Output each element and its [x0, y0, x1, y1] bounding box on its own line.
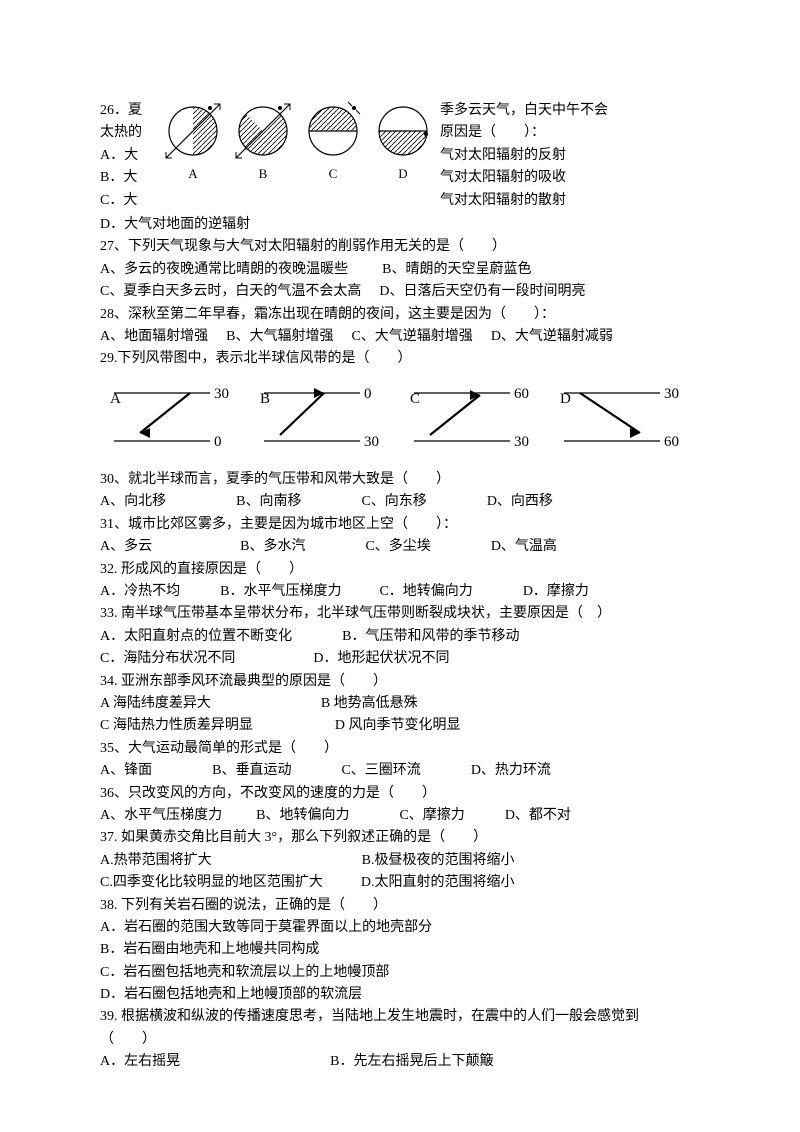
- q26-diagrams: A B: [156, 100, 440, 185]
- q39-b: B．先左右摇晃后上下颠簸: [330, 1054, 493, 1069]
- q26-ocr: 气对太阳辐射的散射: [440, 193, 566, 208]
- q27-a: A、多云的夜晚通常比晴朗的夜晚温暖些: [100, 262, 348, 277]
- q33-c: C．海陆分布状况不同: [100, 651, 235, 666]
- arrow-item: D 30 60: [550, 383, 690, 463]
- q37-stem: 37. 如果黄赤交角比目前大 3°，那么下列叙述正确的是（ ）: [100, 827, 705, 849]
- q38-a: A．岩石圈的范围大致等同于莫霍界面以上的地壳部分: [100, 917, 705, 939]
- q28-c: C、大气逆辐射增强: [351, 329, 472, 344]
- q36-b: B、地转偏向力: [256, 808, 349, 823]
- q27-b: B、晴朗的天空呈蔚蓝色: [382, 262, 531, 277]
- q32-stem: 32. 形成风的直接原因是（ ）: [100, 559, 705, 581]
- svg-text:60: 60: [664, 434, 679, 450]
- q26-obr: 气对太阳辐射的吸收: [440, 170, 566, 185]
- circle-c-label: C: [329, 164, 338, 185]
- arrow-item: C 60 30: [400, 383, 540, 463]
- svg-text:0: 0: [214, 434, 222, 450]
- q35-d: D、热力环流: [471, 763, 551, 778]
- q37-c: C.四季变化比较明显的地区范围扩大: [100, 875, 323, 890]
- q33-a: A．太阳直射点的位置不断变化: [100, 629, 292, 644]
- q33-stem: 33. 南半球气压带基本呈带状分布，北半球气压带则断裂成块状，主要原因是（ ）: [100, 603, 705, 625]
- circle-d-label: D: [398, 164, 407, 185]
- q31-d: D、气温高: [491, 539, 557, 554]
- q27-d: D、日落后天空仍有一段时间明亮: [379, 284, 585, 299]
- svg-text:0: 0: [364, 386, 372, 402]
- q34-a: A 海陆纬度差异大: [100, 696, 211, 711]
- q38-stem: 38. 下列有关岩石圈的说法，正确的是（ ）: [100, 895, 705, 917]
- q30-d: D、向西移: [487, 494, 553, 509]
- q28-b: B、大气辐射增强: [226, 329, 333, 344]
- svg-text:30: 30: [514, 434, 529, 450]
- q29-stem: 29.下列风带图中，表示北半球信风带的是（ ）: [100, 348, 705, 370]
- q27-stem: 27、下列天气现象与大气对太阳辐射的削弱作用无关的是（ ）: [100, 236, 705, 258]
- q37-a: A.热带范围将扩大: [100, 853, 212, 868]
- q28-a: A、地面辐射增强: [100, 329, 208, 344]
- q27-c: C、夏季白天多云时，白天的气温不会太高: [100, 284, 361, 299]
- q26-od: D．大气对地面的逆辐射: [100, 217, 250, 232]
- q32-c: C．地转偏向力: [379, 584, 472, 599]
- q32-d: D．摩擦力: [523, 584, 589, 599]
- q26-prefix: 26．: [100, 103, 128, 118]
- arrow-item: A 30 0: [100, 383, 240, 463]
- q30-stem: 30、就北半球而言，夏季的气压带和风带大致是（ ）: [100, 469, 705, 491]
- q26-oa: A．大: [100, 148, 138, 163]
- q38-b: B．岩石圈由地壳和上地幔共同构成: [100, 939, 705, 961]
- q36-c: C、摩擦力: [399, 808, 464, 823]
- q30-a: A、向北移: [100, 494, 166, 509]
- q36-stem: 36、只改变风的方向，不改变风的速度的力是（ ）: [100, 783, 705, 805]
- q36-d: D、都不对: [505, 808, 571, 823]
- circle-a-icon: [162, 100, 224, 162]
- svg-text:60: 60: [514, 386, 529, 402]
- q35-c: C、三圈环流: [341, 763, 420, 778]
- q26-tb: 太热的: [100, 125, 142, 140]
- q34-stem: 34. 亚洲东部季风环流最典型的原因是（ ）: [100, 671, 705, 693]
- q35-a: A、锋面: [100, 763, 152, 778]
- svg-text:30: 30: [664, 386, 679, 402]
- q28-d: D、大气逆辐射减弱: [491, 329, 613, 344]
- svg-text:30: 30: [214, 386, 229, 402]
- q31-stem: 31、城市比郊区雾多，主要是因为城市地区上空（ ）：: [100, 514, 705, 536]
- circle-b-label: B: [259, 164, 268, 185]
- circle-a-label: A: [188, 164, 197, 185]
- q29-diagrams: A 30 0 B 0 30 C 60 30 D 30 60: [100, 383, 705, 463]
- q28-stem: 28、深秋至第二年早春，霜冻出现在晴朗的夜间，这主要是因为（ ）：: [100, 304, 705, 326]
- q39-a: A．左右摇晃: [100, 1054, 180, 1069]
- q26-ta: 夏: [128, 103, 142, 118]
- q37-d: D.太阳直射的范围将缩小: [361, 875, 515, 890]
- q30-b: B、向南移: [236, 494, 301, 509]
- q33-b: B．气压带和风带的季节移动: [342, 629, 519, 644]
- q35-b: B、垂直运动: [212, 763, 291, 778]
- q31-b: B、多水汽: [240, 539, 305, 554]
- q35-stem: 35、大气运动最简单的形式是（ ）: [100, 738, 705, 760]
- q38-d: D．岩石圈包括地壳和上地幔顶部的软流层: [100, 984, 705, 1006]
- q30-c: C、向东移: [361, 494, 426, 509]
- q33-d: D．地形起伏状况不同: [313, 651, 449, 666]
- q36-a: A、水平气压梯度力: [100, 808, 222, 823]
- q31-a: A、多云: [100, 539, 152, 554]
- q39-stem1: 39. 根据横波和纵波的传播速度思考，当陆地上发生地震时，在震中的人们一般会感觉…: [100, 1006, 705, 1028]
- q31-c: C、多尘埃: [365, 539, 430, 554]
- svg-text:30: 30: [364, 434, 379, 450]
- q37-b: B.极昼极夜的范围将缩小: [362, 853, 515, 868]
- q26-oc: C．大: [100, 193, 137, 208]
- q39-stem2: （ ）: [100, 1029, 705, 1051]
- q38-c: C．岩石圈包括地壳和软流层以上的上地幔顶部: [100, 962, 705, 984]
- circle-b-icon: [232, 100, 294, 162]
- circle-d-icon: [372, 100, 434, 162]
- q34-b: B 地势高低悬殊: [321, 696, 418, 711]
- q34-d: D 风向季节变化明显: [335, 718, 461, 733]
- q26-oar: 气对太阳辐射的反射: [440, 148, 566, 163]
- q32-b: B．水平气压梯度力: [220, 584, 341, 599]
- arrow-item: B 0 30: [250, 383, 390, 463]
- circle-c-icon: [302, 100, 364, 162]
- q32-a: A．冷热不均: [100, 584, 180, 599]
- q26-tar: 季多云天气，白天中午不会: [440, 103, 608, 118]
- q34-c: C 海陆热力性质差异明显: [100, 718, 253, 733]
- q26-ob: B．大: [100, 170, 137, 185]
- q26-tbr: 原因是（ ）：: [440, 125, 545, 140]
